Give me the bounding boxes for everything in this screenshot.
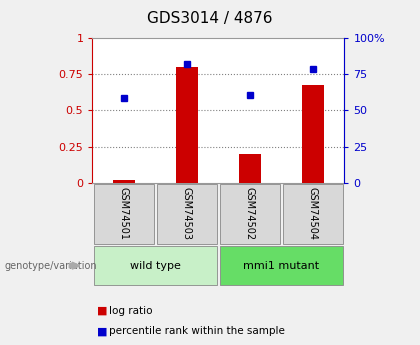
Bar: [239, 154, 261, 183]
Bar: [176, 67, 198, 183]
Text: log ratio: log ratio: [109, 306, 153, 315]
Text: mmi1 mutant: mmi1 mutant: [243, 261, 320, 270]
Text: wild type: wild type: [130, 261, 181, 270]
Text: GSM74504: GSM74504: [308, 187, 318, 240]
Text: GSM74502: GSM74502: [245, 187, 255, 240]
Bar: [113, 180, 135, 183]
Text: GSM74501: GSM74501: [119, 187, 129, 240]
Text: GDS3014 / 4876: GDS3014 / 4876: [147, 11, 273, 27]
Text: GSM74503: GSM74503: [182, 187, 192, 240]
Text: ■: ■: [97, 306, 107, 315]
Bar: [302, 85, 324, 183]
Text: percentile rank within the sample: percentile rank within the sample: [109, 326, 285, 336]
Text: ■: ■: [97, 326, 107, 336]
Text: genotype/variation: genotype/variation: [4, 261, 97, 270]
